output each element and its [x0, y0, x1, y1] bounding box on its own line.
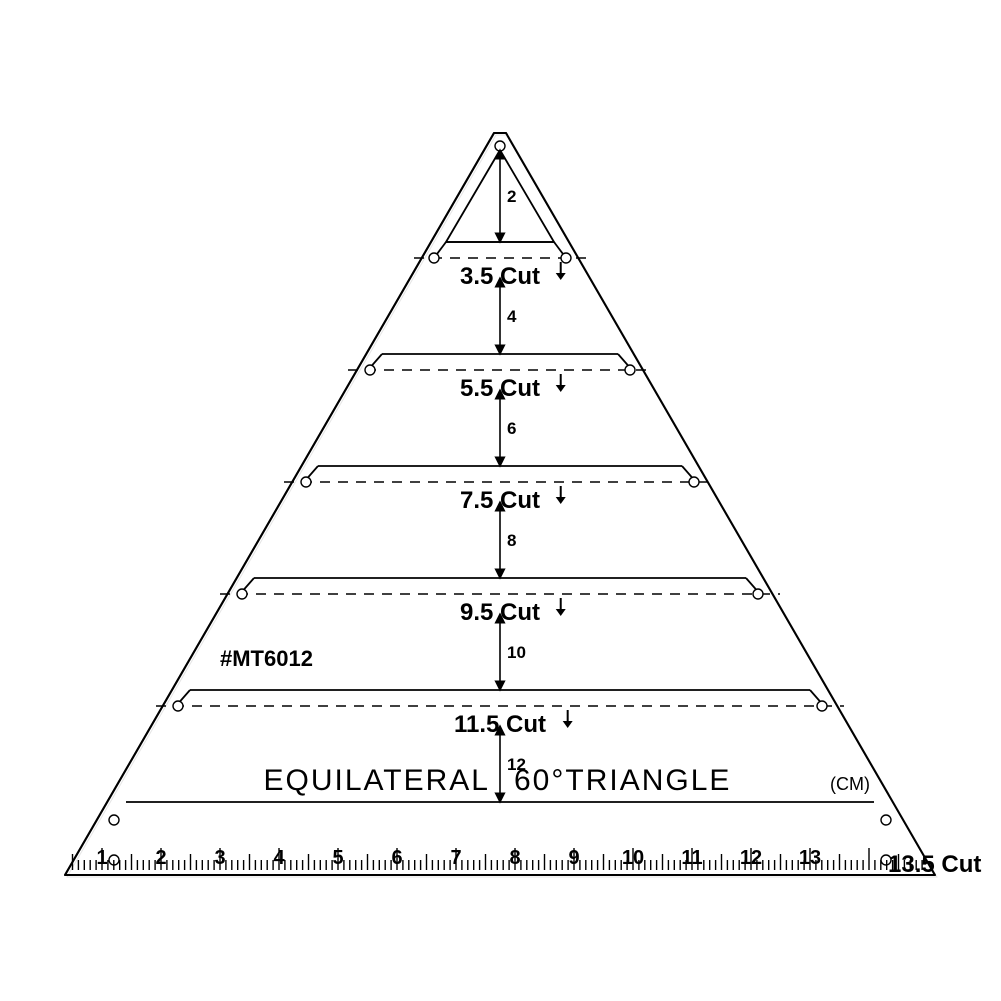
- height-label: 2: [507, 187, 516, 206]
- ruler-label: 8: [509, 847, 520, 869]
- hole: [173, 701, 183, 711]
- hole: [365, 365, 375, 375]
- height-label: 8: [507, 531, 516, 550]
- ruler-label: 5: [332, 847, 343, 869]
- hole: [689, 477, 699, 487]
- hole: [817, 701, 827, 711]
- ruler-label: 2: [155, 847, 166, 869]
- hole: [881, 815, 891, 825]
- ruler-label: 7: [450, 847, 461, 869]
- title-left: EQUILATERAL: [263, 764, 490, 797]
- height-label: 6: [507, 419, 516, 438]
- ruler-label: 10: [622, 847, 644, 869]
- ruler-label: 3: [214, 847, 225, 869]
- ruler-label: 1: [96, 847, 107, 869]
- height-label: 4: [507, 307, 517, 326]
- unit-label: (CM): [830, 774, 870, 794]
- ruler-label: 13: [799, 847, 821, 869]
- hole: [753, 589, 763, 599]
- hole: [561, 253, 571, 263]
- title-right: 60°TRIANGLE: [514, 764, 731, 797]
- ruler-label: 4: [273, 847, 285, 869]
- height-label: 10: [507, 643, 526, 662]
- hole: [429, 253, 439, 263]
- ruler-label: 12: [740, 847, 762, 869]
- hole: [237, 589, 247, 599]
- triangle-ruler: 3.5 Cut25.5 Cut47.5 Cut69.5 Cut811.5 Cut…: [0, 0, 1001, 1001]
- hole: [301, 477, 311, 487]
- hole: [109, 815, 119, 825]
- model-number: #MT6012: [220, 646, 313, 671]
- ruler-label: 6: [391, 847, 402, 869]
- ruler-label: 9: [568, 847, 579, 869]
- hole: [495, 141, 505, 151]
- hole: [625, 365, 635, 375]
- ruler-label: 11: [681, 847, 702, 869]
